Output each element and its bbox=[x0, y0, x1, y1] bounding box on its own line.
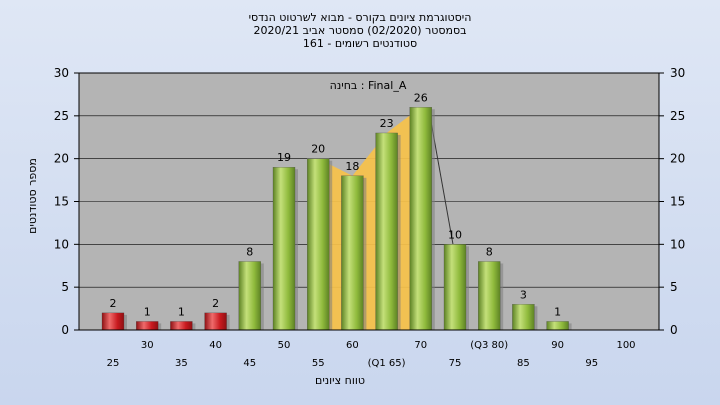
data-label-45: 1 bbox=[178, 305, 185, 318]
data-label-100: 1 bbox=[554, 305, 561, 318]
x-tick-label: 25 bbox=[107, 358, 120, 369]
title-line-3: סטודנטים רשומים - 161 bbox=[303, 37, 417, 50]
x-tick-label: 85 bbox=[517, 358, 530, 369]
data-label-80: 26 bbox=[414, 91, 428, 104]
x-tick-label: 45 bbox=[243, 358, 256, 369]
axes bbox=[74, 72, 664, 331]
bar-35 bbox=[136, 321, 159, 331]
x-tick-label: 30 bbox=[141, 340, 154, 351]
x-tick-label: 90 bbox=[551, 340, 564, 351]
y-tick-left-15: 15 bbox=[54, 195, 69, 209]
y-tick-right-25: 25 bbox=[670, 109, 685, 123]
bar-85 bbox=[443, 244, 467, 331]
x-tick-label: 55 bbox=[312, 358, 325, 369]
exam-annotation: בחינה : Final_A bbox=[330, 79, 407, 92]
y-tick-right-30: 30 bbox=[670, 66, 685, 80]
x-tick-label: (Q3 80) bbox=[470, 340, 508, 351]
bar-95 bbox=[512, 304, 535, 331]
y-tick-left-25: 25 bbox=[54, 109, 69, 123]
x-tick-label: 60 bbox=[346, 340, 359, 351]
bar-90 bbox=[478, 261, 501, 331]
y-tick-left-5: 5 bbox=[61, 280, 69, 294]
bar-50 bbox=[204, 312, 227, 331]
y-tick-right-20: 20 bbox=[670, 152, 685, 166]
y-axis-label: מספר סטודנטים bbox=[26, 158, 39, 234]
data-label-75: 23 bbox=[380, 117, 394, 130]
data-label-85: 10 bbox=[448, 228, 462, 241]
title-line-1: היסטוגרמת ציונים בקורס - מבוא לשרטוט הנד… bbox=[249, 11, 472, 24]
y-tick-right-10: 10 bbox=[670, 237, 685, 251]
data-label-65: 20 bbox=[311, 143, 325, 156]
x-tick-label: 100 bbox=[616, 340, 635, 351]
data-label-50: 2 bbox=[212, 297, 219, 310]
x-tick-label: 50 bbox=[278, 340, 291, 351]
x-tick-label: 35 bbox=[175, 358, 188, 369]
bar-80 bbox=[409, 107, 432, 331]
data-labels: 2 1 1 2 8 19 20 18 23 26 10 8 3 1 bbox=[110, 91, 562, 318]
bar-65 bbox=[307, 158, 330, 331]
data-label-60: 19 bbox=[277, 151, 291, 164]
x-tick-label: 70 bbox=[414, 340, 427, 351]
y-tick-left-30: 30 bbox=[54, 66, 69, 80]
y-tick-right-0: 0 bbox=[670, 323, 678, 337]
bar-70 bbox=[341, 175, 364, 331]
y-tick-right-5: 5 bbox=[670, 280, 678, 294]
bar-45 bbox=[170, 321, 193, 331]
data-label-70: 18 bbox=[345, 160, 359, 173]
x-tick-label: 75 bbox=[449, 358, 462, 369]
y-tick-right-15: 15 bbox=[670, 195, 685, 209]
x-tick-label: 40 bbox=[209, 340, 222, 351]
chart-title: היסטוגרמת ציונים בקורס - מבוא לשרטוט הנד… bbox=[249, 11, 472, 50]
bar-60 bbox=[272, 167, 296, 331]
x-tick-label: (Q1 65) bbox=[368, 358, 406, 369]
data-label-95: 3 bbox=[520, 288, 527, 301]
data-label-90: 8 bbox=[486, 245, 493, 258]
data-label-55: 8 bbox=[246, 245, 253, 258]
bar-25 bbox=[101, 312, 125, 331]
y-tick-left-20: 20 bbox=[54, 152, 69, 166]
y-tick-left-0: 0 bbox=[61, 323, 69, 337]
x-tick-label: 95 bbox=[585, 358, 598, 369]
bars bbox=[101, 107, 572, 331]
data-label-35: 1 bbox=[144, 305, 151, 318]
y-tick-left-10: 10 bbox=[54, 237, 69, 251]
bar-75 bbox=[375, 132, 398, 331]
title-line-2: בסמסטר (02/2020) סמסטר אביב 2020/21 bbox=[253, 24, 466, 37]
bar-55 bbox=[238, 261, 261, 331]
data-label-25: 2 bbox=[110, 297, 117, 310]
x-axis-label: טווח ציונים bbox=[315, 374, 365, 387]
bar-100 bbox=[546, 321, 569, 331]
